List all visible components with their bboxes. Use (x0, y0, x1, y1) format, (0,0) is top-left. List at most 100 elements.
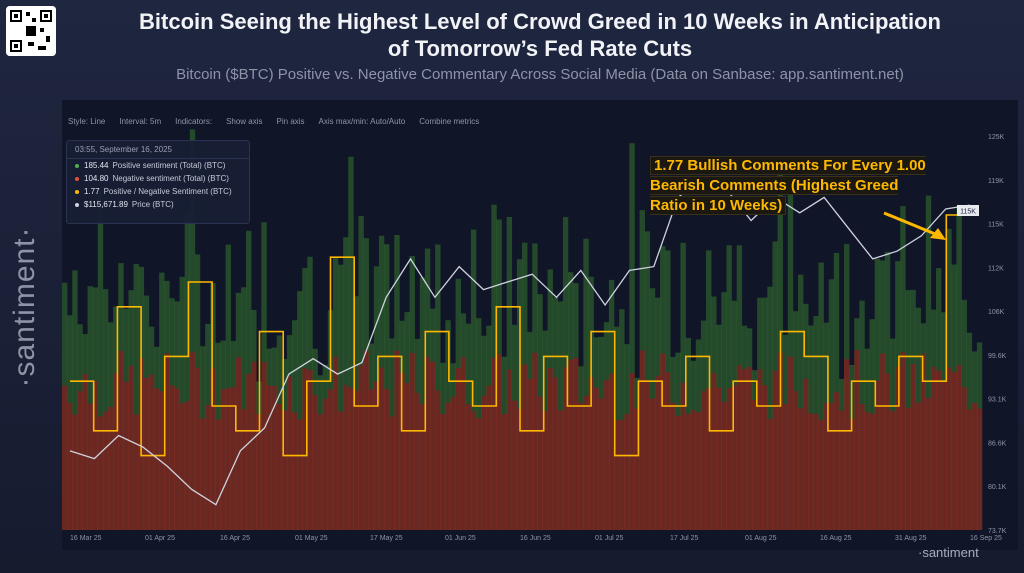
positive-bar (644, 231, 651, 381)
positive-bar (716, 324, 722, 388)
positive-bar (568, 272, 574, 360)
positive-bar (358, 215, 364, 365)
negative-bar (394, 350, 400, 530)
negative-bar (332, 356, 339, 530)
negative-bar (460, 356, 467, 530)
positive-bar (210, 282, 216, 369)
negative-bar (711, 372, 717, 530)
annotation-arrow-head (930, 228, 946, 240)
positive-bar (394, 235, 400, 351)
negative-bar (731, 385, 737, 530)
positive-bar (460, 313, 467, 357)
negative-bar (87, 403, 93, 530)
positive-bar (961, 299, 967, 388)
pin-axis-toggle[interactable]: Pin axis (276, 117, 305, 126)
axis-maxmin-selector[interactable]: Axis max/min: Auto/Auto (318, 117, 406, 126)
negative-bar (767, 418, 773, 530)
negative-bar (782, 403, 789, 530)
positive-bar (941, 312, 947, 381)
positive-bar (251, 309, 257, 362)
positive-bar (603, 322, 610, 381)
negative-bar (736, 365, 743, 530)
positive-bar (307, 256, 313, 370)
negative-bar (159, 391, 165, 530)
positive-bar (506, 216, 513, 370)
negative-bar (936, 370, 942, 530)
negative-bar (363, 350, 369, 530)
positive-bar (976, 342, 983, 409)
negative-bar (665, 372, 671, 530)
show-axis-toggle[interactable]: Show axis (226, 117, 263, 126)
positive-bar (424, 248, 431, 357)
negative-bar (971, 403, 978, 530)
positive-bar (818, 262, 824, 420)
negative-bar (302, 368, 308, 530)
negative-bar (338, 411, 344, 530)
x-axis-ticks: 16 Mar 25 01 Apr 25 16 Apr 25 01 May 25 17 M… (70, 535, 1002, 542)
positive-bar (465, 323, 472, 405)
negative-bar (849, 418, 855, 530)
positive-bar (133, 264, 139, 415)
data-tooltip: 03:55, September 16, 2025 185.44 Positive… (66, 140, 250, 224)
negative-bar (470, 411, 477, 530)
negative-bar (884, 373, 891, 530)
positive-bar (266, 348, 272, 386)
negative-bar (838, 410, 845, 530)
positive-bar (573, 283, 579, 358)
x-tick-label: 16 Apr 25 (220, 535, 250, 542)
negative-bar (956, 364, 962, 530)
negative-bar (102, 411, 109, 530)
indicators-selector[interactable]: Indicators: (175, 117, 213, 126)
negative-bar (496, 353, 502, 530)
positive-bar (803, 303, 809, 379)
negative-bar (491, 357, 497, 530)
negative-bar (639, 350, 645, 530)
positive-bar (450, 363, 456, 397)
positive-bar (736, 245, 743, 366)
positive-bar (169, 298, 175, 386)
negative-bar (961, 387, 967, 530)
positive-bar (378, 235, 385, 368)
positive-bar (844, 244, 850, 360)
negative-bar (578, 402, 584, 530)
negative-bar (869, 413, 875, 530)
negative-bar (787, 356, 794, 530)
style-selector[interactable]: Style: Line (68, 117, 106, 126)
positive-bar (874, 258, 881, 381)
negative-bar (286, 376, 293, 530)
positive-bar (501, 356, 507, 414)
negative-bar (384, 388, 390, 530)
negative-bar (818, 419, 824, 530)
y-tick-label: 73.7K (988, 528, 1007, 535)
negative-bar (322, 398, 329, 530)
positive-bar (148, 326, 155, 375)
negative-bar (266, 385, 272, 530)
santiment-vertical-logo: ·santiment· (8, 226, 41, 388)
positive-bar (639, 210, 645, 351)
negative-bar (251, 361, 257, 530)
positive-bar (200, 346, 206, 419)
negative-bar (695, 412, 702, 530)
negative-bar (895, 366, 901, 530)
negative-bar (97, 416, 104, 530)
interval-selector[interactable]: Interval: 5m (119, 117, 162, 126)
positive-bar (685, 337, 691, 414)
positive-bar (649, 288, 656, 399)
negative-bar (573, 357, 579, 530)
positive-bar (726, 245, 732, 388)
negative-bar (675, 416, 681, 530)
negative-bar (532, 352, 538, 530)
negative-bar (271, 385, 277, 530)
positive-bar (537, 294, 543, 397)
x-tick-label: 01 Apr 25 (145, 535, 175, 542)
y-tick-label: 93.1K (988, 397, 1007, 404)
x-tick-label: 01 Aug 25 (745, 535, 777, 542)
negative-bar (164, 353, 170, 530)
positive-bar (409, 255, 415, 353)
combine-metrics-button[interactable]: Combine metrics (419, 117, 480, 126)
positive-bar (578, 366, 584, 403)
positive-bar (404, 312, 410, 384)
positive-bar (338, 264, 344, 412)
negative-bar (557, 410, 564, 530)
positive-bar (895, 261, 901, 367)
